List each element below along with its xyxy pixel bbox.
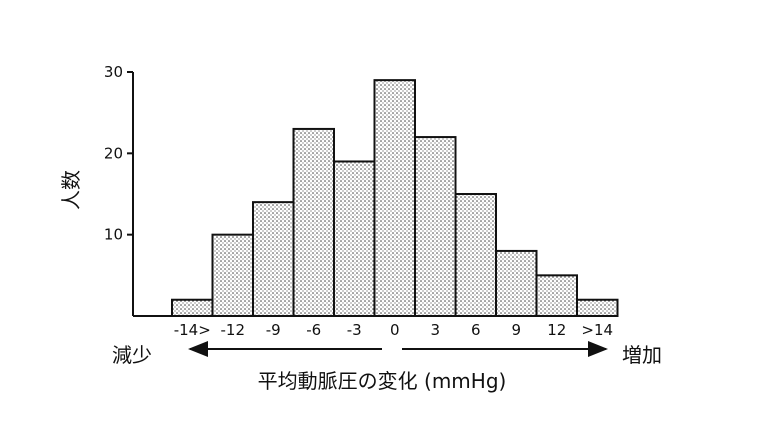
x-tick-label-1: -12 xyxy=(221,321,246,339)
bar-6 xyxy=(414,136,457,317)
y-axis-label: 人数 xyxy=(59,170,83,210)
bar-4 xyxy=(333,160,376,317)
x-tick-label-0: -14> xyxy=(174,321,211,339)
x-tick-label-10: >14 xyxy=(581,321,613,339)
y-tick-label-20: 20 xyxy=(104,144,123,162)
x-axis-title: 平均動脈圧の変化 (mmHg) xyxy=(258,369,507,393)
y-tick-label-10: 10 xyxy=(104,226,123,244)
x-tick-label-4: -3 xyxy=(347,321,362,339)
x-tick-label-6: 3 xyxy=(430,321,440,339)
x-tick-label-3: -6 xyxy=(306,321,321,339)
bar-10 xyxy=(576,298,619,318)
decrease-label: 減少 xyxy=(112,343,152,367)
x-tick-label-9: 12 xyxy=(547,321,566,339)
x-tick-label-7: 6 xyxy=(471,321,481,339)
x-tick-label-2: -9 xyxy=(266,321,281,339)
y-tick-label-30: 30 xyxy=(104,63,123,81)
bar-0 xyxy=(171,298,214,318)
bar-5 xyxy=(373,79,416,317)
bar-1 xyxy=(211,233,254,318)
bar-9 xyxy=(535,274,578,318)
y-axis: 10 20 30 xyxy=(104,63,618,317)
bar-7 xyxy=(454,193,497,317)
x-tick-label-5: 0 xyxy=(390,321,400,339)
bar-8 xyxy=(495,249,538,317)
increase-label: 増加 xyxy=(622,343,662,367)
bar-3 xyxy=(292,127,335,317)
bar-2 xyxy=(252,201,295,317)
bars-group xyxy=(171,79,619,318)
x-tick-label-8: 9 xyxy=(511,321,521,339)
x-tick-labels: -14> -12 -9 -6 -3 0 3 6 9 12 >14 xyxy=(174,321,613,339)
